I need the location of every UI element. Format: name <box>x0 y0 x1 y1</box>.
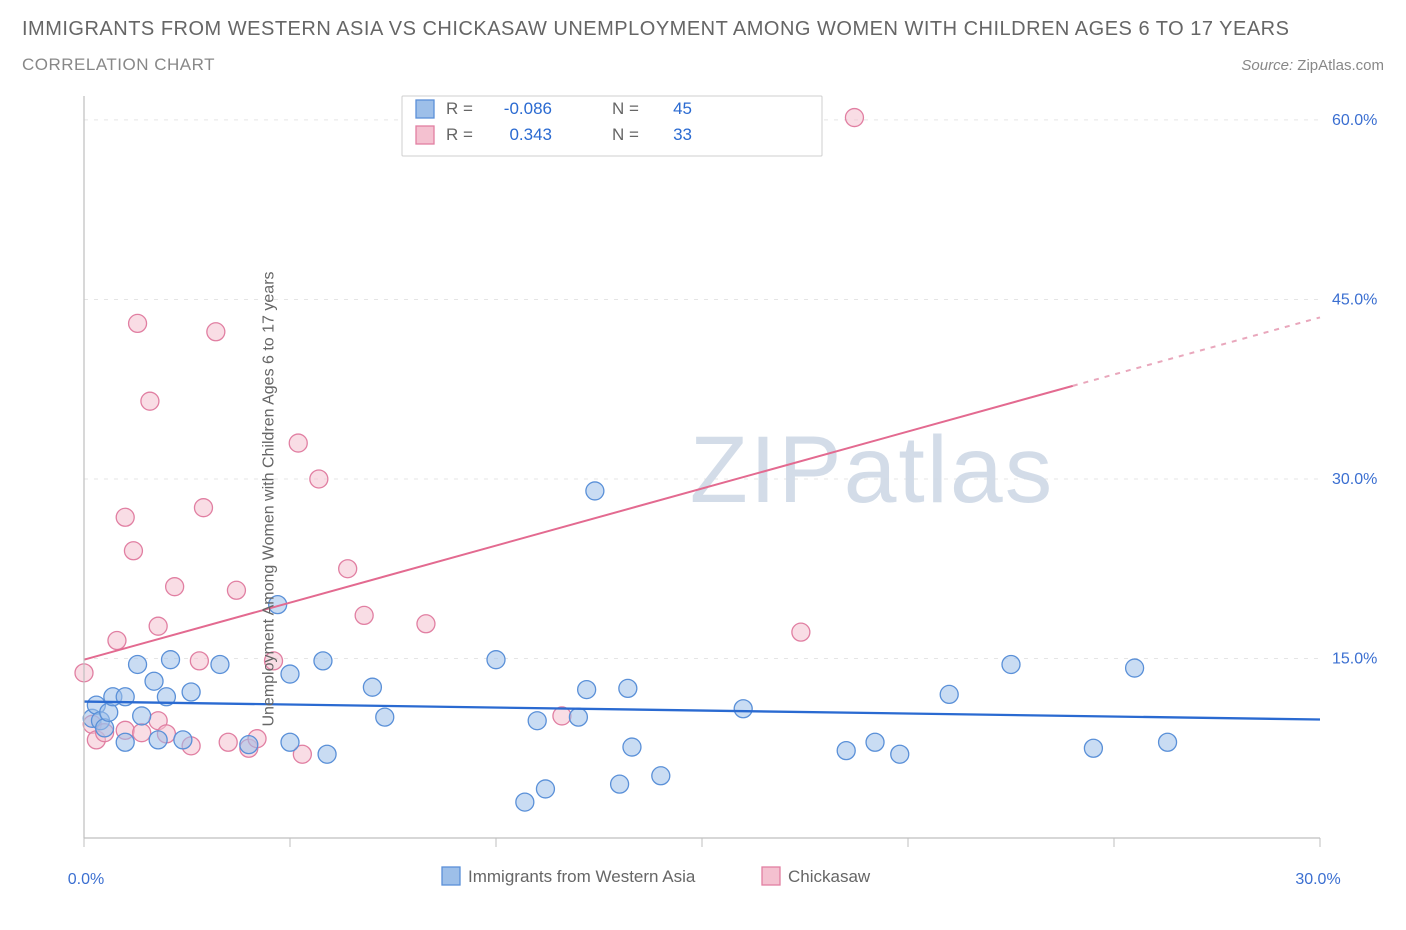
data-point <box>190 652 208 670</box>
data-point <box>133 724 151 742</box>
scatter-chart: 15.0% 30.0% 45.0% 60.0% ZIPatlas 0.0% 30.0% R =… <box>22 90 1384 908</box>
chart-subtitle: CORRELATION CHART <box>22 55 215 75</box>
series-legend: Immigrants from Western Asia Chickasaw <box>442 867 871 886</box>
data-point <box>289 434 307 452</box>
legend-r-label: R = <box>446 99 473 118</box>
legend-r-value: -0.086 <box>504 99 552 118</box>
legend-swatch <box>416 100 434 118</box>
data-point <box>182 683 200 701</box>
data-point <box>1002 655 1020 673</box>
data-point <box>866 733 884 751</box>
data-point <box>569 708 587 726</box>
trend-line-dashed <box>1073 317 1320 385</box>
data-point <box>652 767 670 785</box>
x-tick-label: 30.0% <box>1295 871 1340 888</box>
data-point <box>1126 659 1144 677</box>
legend-series-label: Chickasaw <box>788 867 871 886</box>
data-point <box>1084 739 1102 757</box>
data-point <box>281 733 299 751</box>
data-point <box>940 685 958 703</box>
data-point <box>149 617 167 635</box>
data-point <box>536 780 554 798</box>
y-tick-label: 30.0% <box>1332 471 1377 488</box>
y-axis-label: Unemployment Among Women with Children A… <box>261 271 279 726</box>
legend-n-label: N = <box>612 99 639 118</box>
legend-n-label: N = <box>612 125 639 144</box>
data-point <box>166 578 184 596</box>
data-point <box>528 712 546 730</box>
legend-n-value: 33 <box>673 125 692 144</box>
data-point <box>227 581 245 599</box>
data-point <box>129 314 147 332</box>
data-point <box>417 615 435 633</box>
y-tick-label: 60.0% <box>1332 112 1377 129</box>
data-point <box>141 392 159 410</box>
legend-r-label: R = <box>446 125 473 144</box>
data-point <box>116 508 134 526</box>
data-point <box>376 708 394 726</box>
data-point <box>734 700 752 718</box>
data-point <box>318 745 336 763</box>
data-point <box>611 775 629 793</box>
data-point <box>281 665 299 683</box>
legend-series-label: Immigrants from Western Asia <box>468 867 696 886</box>
data-point <box>586 482 604 500</box>
data-point <box>314 652 332 670</box>
data-point <box>623 738 641 756</box>
watermark: ZIPatlas <box>690 417 1054 523</box>
source-attribution: Source: ZipAtlas.com <box>1241 57 1384 74</box>
data-point <box>363 678 381 696</box>
legend-r-value: 0.343 <box>509 125 552 144</box>
data-point <box>1159 733 1177 751</box>
data-point <box>162 651 180 669</box>
data-point <box>174 731 192 749</box>
legend-n-value: 45 <box>673 99 692 118</box>
data-point <box>133 707 151 725</box>
data-point <box>516 793 534 811</box>
data-point <box>578 681 596 699</box>
data-point <box>108 632 126 650</box>
stats-legend: R = -0.086 N = 45 R = 0.343 N = 33 <box>402 96 822 156</box>
data-point <box>792 623 810 641</box>
data-point <box>310 470 328 488</box>
data-point <box>219 733 237 751</box>
data-point <box>129 655 147 673</box>
legend-swatch <box>416 126 434 144</box>
data-point <box>845 109 863 127</box>
data-point <box>149 731 167 749</box>
chart-title: IMMIGRANTS FROM WESTERN ASIA VS CHICKASA… <box>22 18 1384 41</box>
data-point <box>211 655 229 673</box>
data-point <box>891 745 909 763</box>
data-point <box>194 499 212 517</box>
data-point <box>116 733 134 751</box>
data-point <box>124 542 142 560</box>
data-point <box>240 736 258 754</box>
data-point <box>145 672 163 690</box>
data-point <box>837 742 855 760</box>
data-point <box>339 560 357 578</box>
y-tick-label: 15.0% <box>1332 650 1377 667</box>
y-tick-label: 45.0% <box>1332 291 1377 308</box>
data-point <box>487 651 505 669</box>
data-point <box>355 606 373 624</box>
data-point <box>619 679 637 697</box>
legend-swatch <box>442 867 460 885</box>
data-point <box>207 323 225 341</box>
x-tick-label: 0.0% <box>68 871 104 888</box>
legend-swatch <box>762 867 780 885</box>
